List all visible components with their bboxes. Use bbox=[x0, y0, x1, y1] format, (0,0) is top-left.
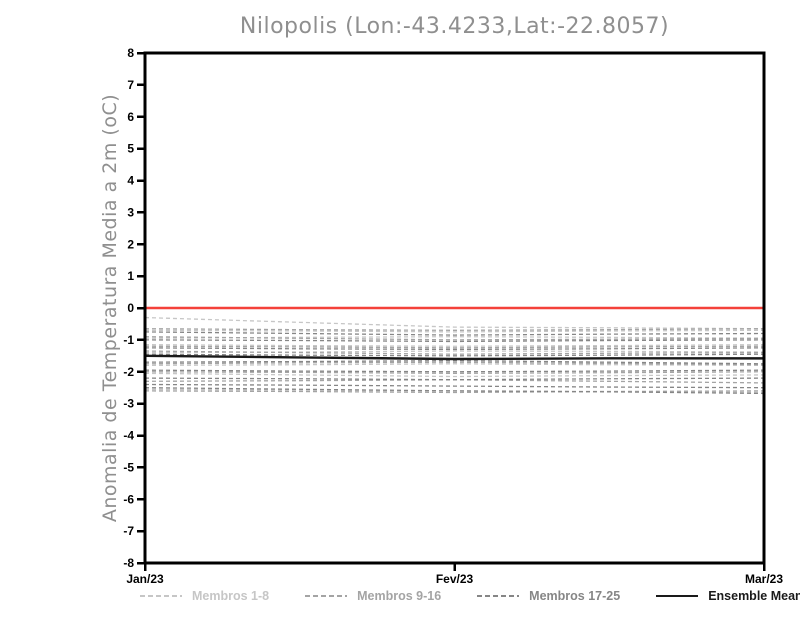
y-tick-label: 3 bbox=[127, 205, 134, 219]
legend-item-membros-1-8: Membros 1-8 bbox=[140, 589, 269, 603]
ensemble-member-line bbox=[144, 316, 765, 330]
ensemble-member-line bbox=[144, 339, 765, 343]
legend-label: Membros 17-25 bbox=[529, 589, 621, 603]
y-tick-label: -7 bbox=[123, 524, 134, 538]
ensemble-member-line bbox=[144, 383, 765, 389]
ensemble-member-line bbox=[144, 336, 765, 339]
ensemble-member-line bbox=[144, 359, 765, 365]
ensemble-member-line bbox=[144, 329, 765, 333]
y-tick-label: 7 bbox=[127, 78, 134, 92]
ensemble-member-line bbox=[144, 347, 765, 351]
ensemble-mean-line bbox=[144, 354, 764, 361]
dashed-line-swatch bbox=[140, 595, 182, 597]
ensemble-member-line bbox=[144, 344, 765, 347]
legend-label: Membros 1-8 bbox=[192, 589, 270, 603]
legend: Membros 1-8 Membros 9-16 Membros 17-25 E… bbox=[140, 589, 800, 603]
x-tick-label: Mar/23 bbox=[745, 572, 783, 586]
ensemble-member-line bbox=[144, 350, 765, 354]
y-tick-label: 0 bbox=[127, 301, 134, 315]
ensemble-member-line bbox=[144, 331, 765, 336]
ensemble-member-line bbox=[144, 336, 765, 341]
ensemble-member-line bbox=[144, 377, 765, 381]
ensemble-member-line bbox=[144, 371, 765, 374]
y-tick-label: 5 bbox=[127, 142, 134, 156]
ensemble-member-line bbox=[144, 372, 765, 378]
y-tick-label: -1 bbox=[123, 333, 134, 347]
y-tick-label: -2 bbox=[123, 365, 134, 379]
y-tick-label: 1 bbox=[127, 269, 134, 283]
y-tick-label: 4 bbox=[127, 174, 134, 188]
ensemble-member-line bbox=[144, 353, 765, 357]
ensemble-member-line bbox=[144, 363, 765, 367]
ensemble-member-line bbox=[144, 328, 765, 331]
ensemble-member-line bbox=[144, 369, 765, 373]
x-tick-label: Jan/23 bbox=[126, 572, 164, 586]
y-tick-label: -5 bbox=[123, 460, 134, 474]
legend-item-membros-9-16: Membros 9-16 bbox=[305, 589, 441, 603]
y-tick-label: -4 bbox=[123, 429, 134, 443]
y-tick-label: 6 bbox=[127, 110, 134, 124]
ensemble-member-line bbox=[144, 361, 765, 366]
y-tick-label: -6 bbox=[123, 492, 134, 506]
legend-item-ensemble-mean: Ensemble Mean bbox=[656, 589, 800, 603]
ensemble-member-line bbox=[144, 350, 765, 355]
dashed-line-swatch bbox=[477, 595, 520, 597]
y-tick-label: 2 bbox=[127, 237, 134, 251]
ensemble-member-line bbox=[144, 387, 765, 395]
ensemble-member-line bbox=[144, 345, 765, 349]
legend-item-membros-17-25: Membros 17-25 bbox=[477, 589, 620, 603]
ensemble-member-line bbox=[144, 390, 765, 394]
dashed-line-swatch bbox=[305, 595, 348, 597]
chart-title: Nilopolis (Lon:-43.4233,Lat:-22.8057) bbox=[239, 14, 670, 39]
x-tick-label: Fev/23 bbox=[436, 572, 474, 586]
legend-label: Membros 9-16 bbox=[357, 589, 442, 603]
legend-label: Ensemble Mean bbox=[708, 589, 800, 603]
y-tick-label: -8 bbox=[123, 556, 134, 570]
solid-line-swatch bbox=[656, 595, 699, 597]
y-tick-label: -3 bbox=[123, 397, 134, 411]
y-tick-label: 8 bbox=[127, 46, 134, 60]
